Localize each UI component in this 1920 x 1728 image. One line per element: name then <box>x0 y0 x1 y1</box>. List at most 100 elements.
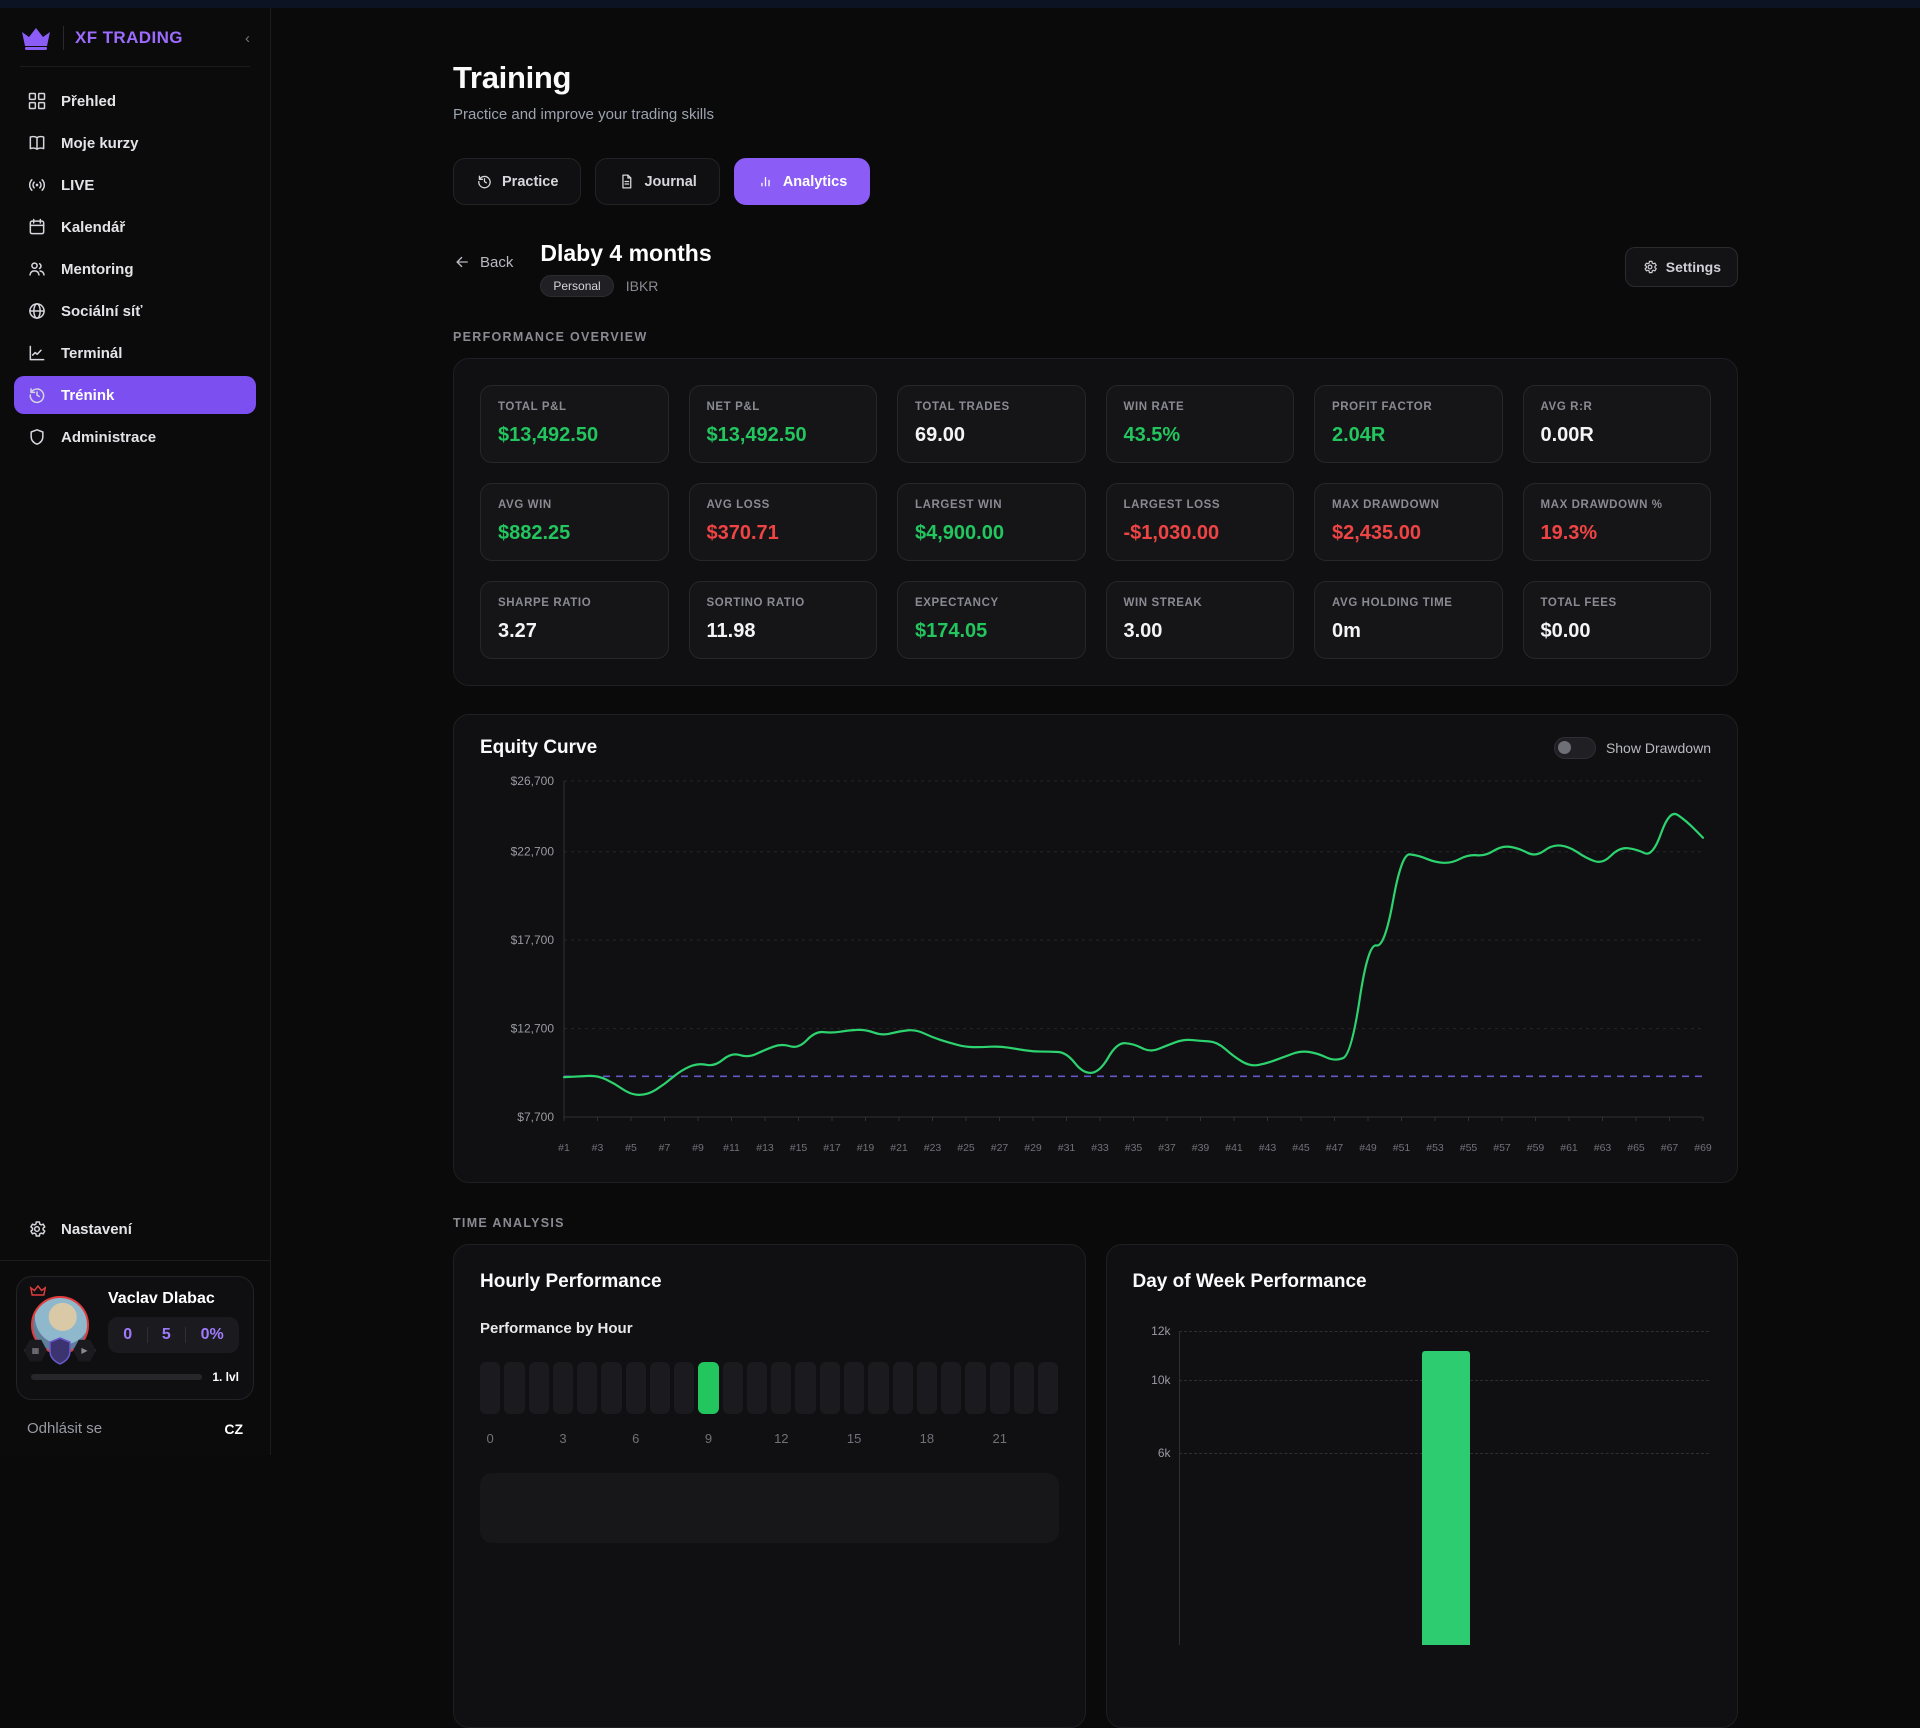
svg-text:#53: #53 <box>1426 1142 1444 1154</box>
page-subtitle: Practice and improve your trading skills <box>453 106 1738 123</box>
sidebar-item-moje-kurzy[interactable]: Moje kurzy <box>14 124 256 162</box>
hour-tick-label <box>941 1431 961 1446</box>
svg-text:#15: #15 <box>790 1142 808 1154</box>
broker-label: IBKR <box>626 278 659 294</box>
logout-link[interactable]: Odhlásit se <box>27 1420 102 1437</box>
sidebar-item-live[interactable]: LIVE <box>14 166 256 204</box>
hour-tick-label <box>868 1431 888 1446</box>
metric-tile-avg-loss: AVG LOSS$370.71 <box>689 483 878 561</box>
metric-value: $174.05 <box>915 620 1068 643</box>
hourly-performance-title: Hourly Performance <box>480 1271 1059 1293</box>
metric-value: $13,492.50 <box>707 424 860 447</box>
hour-tick-label: 9 <box>698 1431 718 1446</box>
metric-value: 2.04R <box>1332 424 1485 447</box>
performance-by-hour-label: Performance by Hour <box>480 1320 1059 1337</box>
tab-journal[interactable]: Journal <box>595 158 719 205</box>
dow-y-axis <box>1179 1331 1180 1645</box>
hour-cell-19 <box>941 1362 961 1414</box>
sidebar-item-administrace[interactable]: Administrace <box>14 418 256 456</box>
metric-value: 69.00 <box>915 424 1068 447</box>
crown-logo-icon <box>20 25 52 51</box>
svg-text:#49: #49 <box>1359 1142 1377 1154</box>
live-icon <box>27 175 47 195</box>
equity-curve-chart: $26,700$22,700$17,700$12,700$7,700#1#3#5… <box>480 767 1711 1168</box>
hour-tick-label <box>723 1431 743 1446</box>
hour-cell-4 <box>577 1362 597 1414</box>
stat-value: 5 <box>162 1326 171 1344</box>
metric-label: SHARPE RATIO <box>498 597 651 609</box>
metric-tile-sharpe-ratio: SHARPE RATIO3.27 <box>480 581 669 659</box>
hour-cell-5 <box>601 1362 621 1414</box>
metric-label: AVG LOSS <box>707 499 860 511</box>
sidebar-item-nastaveni[interactable]: Nastavení <box>14 1210 256 1248</box>
stat-divider <box>147 1327 148 1343</box>
metric-label: SORTINO RATIO <box>707 597 860 609</box>
sidebar-item-label: Terminál <box>61 345 122 362</box>
sidebar-item-label: Sociální síť <box>61 303 142 320</box>
back-button[interactable]: Back <box>453 253 513 271</box>
svg-text:#23: #23 <box>924 1142 942 1154</box>
metric-value: 43.5% <box>1124 424 1277 447</box>
session-title: Dlaby 4 months <box>540 240 711 267</box>
hour-cell-3 <box>553 1362 573 1414</box>
shield-icon <box>27 427 47 447</box>
svg-text:#5: #5 <box>625 1142 637 1154</box>
play-badge-icon: ▶ <box>73 1339 96 1362</box>
grid-icon <box>27 91 47 111</box>
svg-text:#51: #51 <box>1393 1142 1411 1154</box>
metric-tile-avg-holding-time: AVG HOLDING TIME0m <box>1314 581 1503 659</box>
session-type-badge: Personal <box>540 275 613 297</box>
svg-text:#55: #55 <box>1460 1142 1478 1154</box>
level-label: 1. lvl <box>212 1370 239 1384</box>
metric-value: $2,435.00 <box>1332 522 1485 545</box>
sidebar-item-socialni-sit[interactable]: Sociální síť <box>14 292 256 330</box>
calendar-icon <box>27 217 47 237</box>
dow-gridline <box>1179 1331 1710 1332</box>
hour-tick-label <box>650 1431 670 1446</box>
metric-label: AVG R:R <box>1541 401 1694 413</box>
shield-badge-icon <box>48 1337 72 1365</box>
hour-tick-label <box>674 1431 694 1446</box>
svg-text:#25: #25 <box>957 1142 975 1154</box>
language-switcher[interactable]: CZ <box>224 1421 243 1437</box>
sidebar-item-prehled[interactable]: Přehled <box>14 82 256 120</box>
svg-text:$12,700: $12,700 <box>511 1022 555 1036</box>
sidebar-item-label: Přehled <box>61 93 116 110</box>
hour-tick-label <box>1014 1431 1034 1446</box>
session-settings-button[interactable]: Settings <box>1625 247 1738 287</box>
svg-text:#7: #7 <box>659 1142 671 1154</box>
svg-text:#59: #59 <box>1527 1142 1545 1154</box>
day-of-week-title: Day of Week Performance <box>1133 1271 1712 1293</box>
hourly-secondary-panel <box>480 1473 1059 1543</box>
hour-cell-0 <box>480 1362 500 1414</box>
hour-tick-label <box>820 1431 840 1446</box>
sidebar-collapse-icon[interactable]: ‹ <box>245 31 250 46</box>
svg-text:#61: #61 <box>1560 1142 1578 1154</box>
sidebar-bottom: Nastavení ▦ ▶ <box>0 1210 270 1455</box>
hour-tick-label <box>795 1431 815 1446</box>
tab-analytics[interactable]: Analytics <box>734 158 870 205</box>
svg-text:#27: #27 <box>991 1142 1009 1154</box>
page-title: Training <box>453 60 1738 96</box>
svg-text:#21: #21 <box>890 1142 908 1154</box>
metric-tile-net-p-l: NET P&L$13,492.50 <box>689 385 878 463</box>
sidebar-item-label: Mentoring <box>61 261 134 278</box>
sidebar-item-terminal[interactable]: Terminál <box>14 334 256 372</box>
tab-practice[interactable]: Practice <box>453 158 581 205</box>
svg-text:#29: #29 <box>1024 1142 1042 1154</box>
svg-text:$26,700: $26,700 <box>511 774 555 788</box>
sidebar-item-mentoring[interactable]: Mentoring <box>14 250 256 288</box>
metric-tile-largest-loss: LARGEST LOSS-$1,030.00 <box>1106 483 1295 561</box>
bars-icon <box>757 173 774 190</box>
metric-value: $4,900.00 <box>915 522 1068 545</box>
svg-text:#33: #33 <box>1091 1142 1109 1154</box>
sidebar-item-trenink[interactable]: Trénink <box>14 376 256 414</box>
sidebar-item-kalendar[interactable]: Kalendář <box>14 208 256 246</box>
sidebar: XF TRADING ‹ PřehledMoje kurzyLIVEKalend… <box>0 8 271 1455</box>
file-icon <box>618 173 635 190</box>
crown-badge-icon <box>29 1284 47 1302</box>
level-progress-bar <box>31 1374 202 1380</box>
hour-cell-6 <box>626 1362 646 1414</box>
book-icon <box>27 133 47 153</box>
show-drawdown-toggle[interactable] <box>1554 737 1596 759</box>
